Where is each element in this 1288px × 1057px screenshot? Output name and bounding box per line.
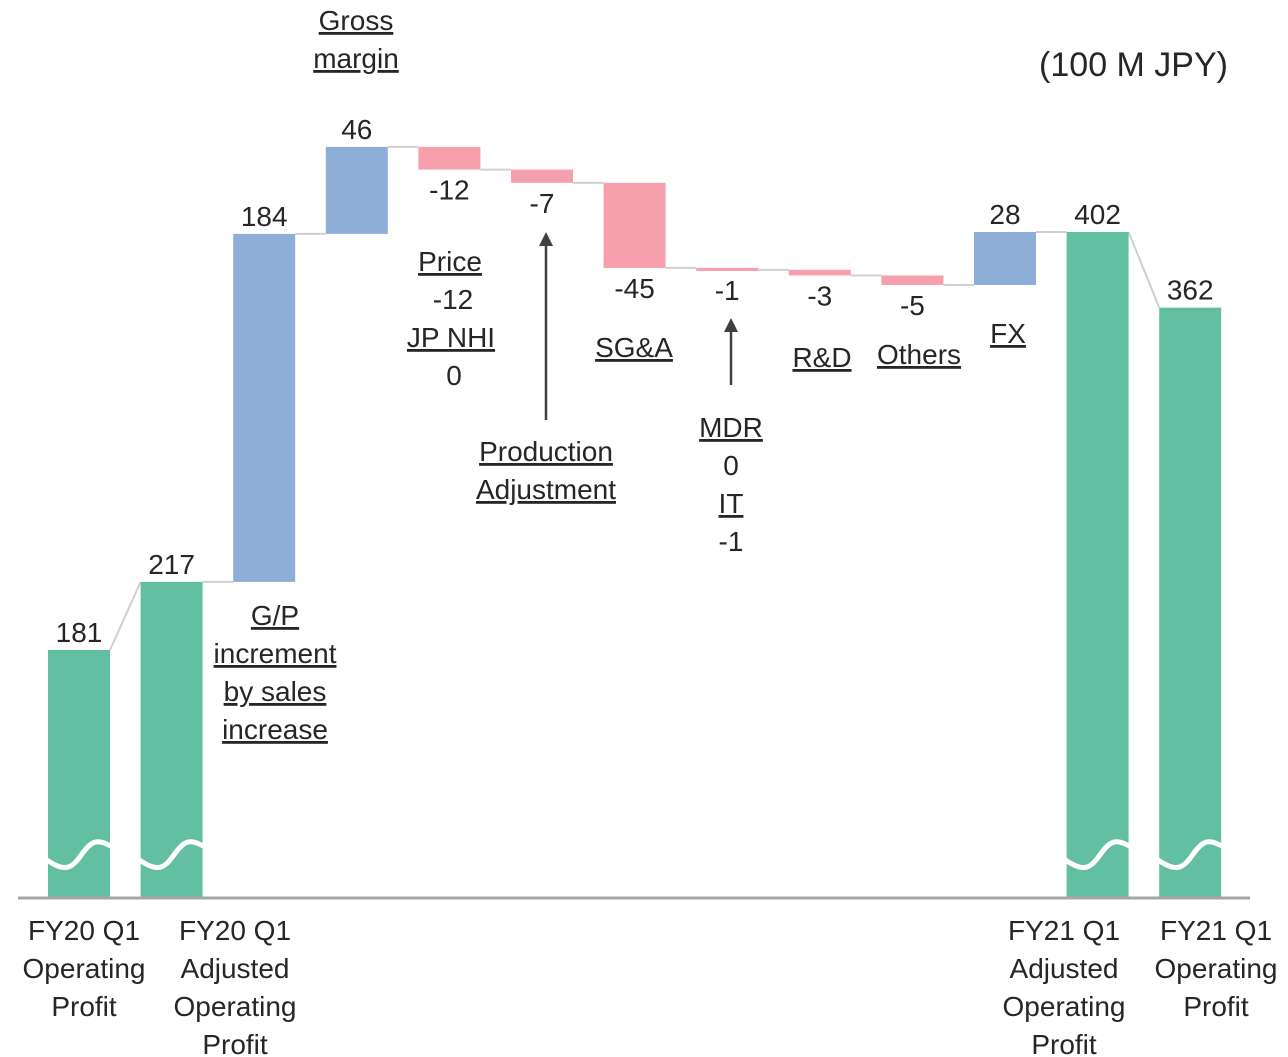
increase-bar [233,233,296,582]
category-label: FY20 Q1 Operating Profit [23,915,146,1022]
axis-break-marks [42,839,1227,870]
value-label: -12 [429,175,469,206]
connector-lines [109,145,1161,651]
category-label: FY20 Q1 Adjusted Operating Profit [174,915,297,1057]
value-label: 217 [148,549,195,580]
annotation-jp-nhi-value: 0 [446,360,462,391]
increase-bar [974,232,1036,285]
annotation-gp-increment: G/P increment by sales increase [214,600,337,745]
category-label: FY21 Q1 Operating Profit [1155,915,1278,1022]
total-bar [140,581,203,897]
arrow-head [539,232,553,246]
value-label: 46 [341,114,372,145]
annotation-production-adjustment: Production Adjustment [476,436,616,505]
annotation-it-value: -1 [719,526,744,557]
decrease-bar [511,169,573,183]
value-label: -1 [715,275,740,306]
annotation-gross-margin: Gross margin [313,5,399,74]
increase-bar [325,146,388,234]
decrease-bar [881,275,944,285]
value-label: -45 [614,273,654,304]
annotation-others: Others [877,339,961,370]
category-label: FY21 Q1 Adjusted Operating Profit [1003,915,1126,1057]
value-label: -3 [807,281,832,312]
value-label: 28 [989,199,1020,230]
connector-line [109,581,142,651]
value-label: -7 [530,188,555,219]
bars [48,146,1222,897]
annotation-sga: SG&A [595,332,673,363]
category-labels: FY20 Q1 Operating Profit FY20 Q1 Adjusted Ope… [23,915,1278,1057]
value-label: 402 [1074,199,1121,230]
annotation-jp-nhi: JP NHI [407,322,495,353]
value-label: 184 [241,201,288,232]
axis-break-mark [1153,839,1227,870]
annotation-it: IT [719,488,744,519]
unit-label: (100 M JPY) [1039,46,1228,84]
decrease-bar [696,267,759,271]
annotation-rd: R&D [792,342,851,373]
total-bar [1066,232,1129,897]
annotations: Gross margin G/P increment by sales increase P… [214,5,1027,745]
total-bar [1159,307,1222,897]
annotation-mdr: MDR [699,412,763,443]
decrease-bar [788,269,851,276]
annotation-fx: FX [990,318,1026,349]
value-label: -5 [900,290,925,321]
annotation-price: Price [418,246,482,277]
annotation-price-value: -12 [433,284,473,315]
connector-line [1127,231,1161,309]
value-labels: 181 217 184 46 -12 -7 -45 -1 -3 -5 28 402 362 [56,114,1214,648]
decrease-bar [418,146,481,170]
value-label: 181 [56,617,103,648]
value-label: 362 [1167,275,1214,306]
axis-break-mark [1061,839,1134,870]
arrows [539,232,738,420]
axis-break-mark [42,839,116,870]
axis-break-mark [135,839,208,870]
arrow-head [724,318,738,332]
annotation-mdr-value: 0 [723,450,739,481]
decrease-bar [603,182,666,268]
